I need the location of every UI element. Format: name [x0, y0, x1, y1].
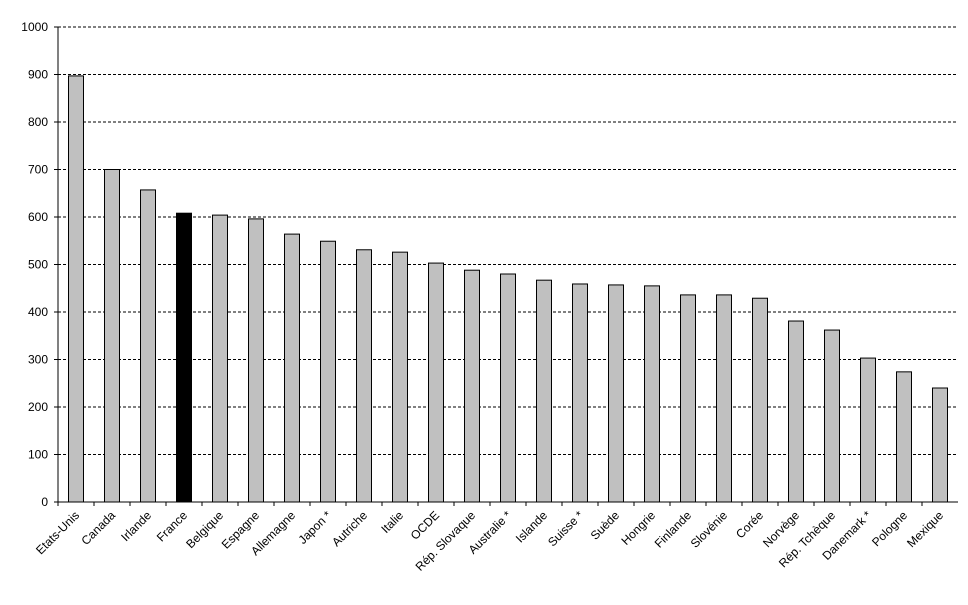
y-tick-label: 0: [41, 495, 48, 509]
bar: [212, 214, 228, 503]
bar: [752, 297, 768, 503]
bar: [932, 387, 948, 503]
bar: [788, 320, 804, 503]
bar: [500, 273, 516, 503]
bar: [176, 212, 192, 503]
y-tick-label: 800: [28, 115, 48, 129]
x-tick-label: Italie: [378, 508, 406, 536]
y-tick-label: 200: [28, 400, 48, 414]
bar: [464, 269, 480, 503]
x-tick-label: Finlande: [652, 508, 695, 551]
bar: [572, 283, 588, 503]
bar: [248, 218, 264, 503]
bar: [140, 189, 156, 503]
x-tick-label: Autriche: [329, 508, 370, 549]
x-tick-label: Suède: [588, 508, 623, 543]
x-tick-label: Belgique: [183, 508, 226, 551]
bar: [824, 329, 840, 503]
y-tick-label: 100: [28, 448, 48, 462]
x-tick-label: Irlande: [118, 508, 154, 544]
y-tick-label: 900: [28, 68, 48, 82]
y-tick-label: 400: [28, 305, 48, 319]
bar: [428, 262, 444, 503]
x-tick-label: Japon *: [295, 508, 334, 547]
bar: [860, 357, 876, 503]
x-tick-label: Corée: [733, 508, 766, 541]
y-tick-label: 700: [28, 163, 48, 177]
bar: [284, 233, 300, 503]
bar: [392, 251, 408, 503]
bar: [320, 240, 336, 503]
bar: [680, 294, 696, 503]
x-tick-label: Canada: [78, 508, 118, 548]
x-tick-label: OCDE: [408, 508, 442, 542]
bar: [104, 169, 120, 503]
x-tick-label: Slovénie: [688, 508, 731, 551]
y-tick-label: 600: [28, 210, 48, 224]
x-tick-label: Suisse *: [545, 508, 586, 549]
x-tick-label: Pologne: [869, 508, 910, 549]
y-tick-label: 1000: [21, 20, 48, 34]
y-tick-label: 300: [28, 353, 48, 367]
bar: [68, 75, 84, 503]
bar: [356, 249, 372, 503]
x-tick-label: Etats-Unis: [33, 508, 82, 557]
bar: [716, 294, 732, 503]
y-tick-label: 500: [28, 258, 48, 272]
bar: [608, 284, 624, 503]
bar: [644, 285, 660, 503]
bar: [896, 371, 912, 503]
bar: [536, 279, 552, 503]
x-tick-label: Mexique: [904, 508, 946, 550]
